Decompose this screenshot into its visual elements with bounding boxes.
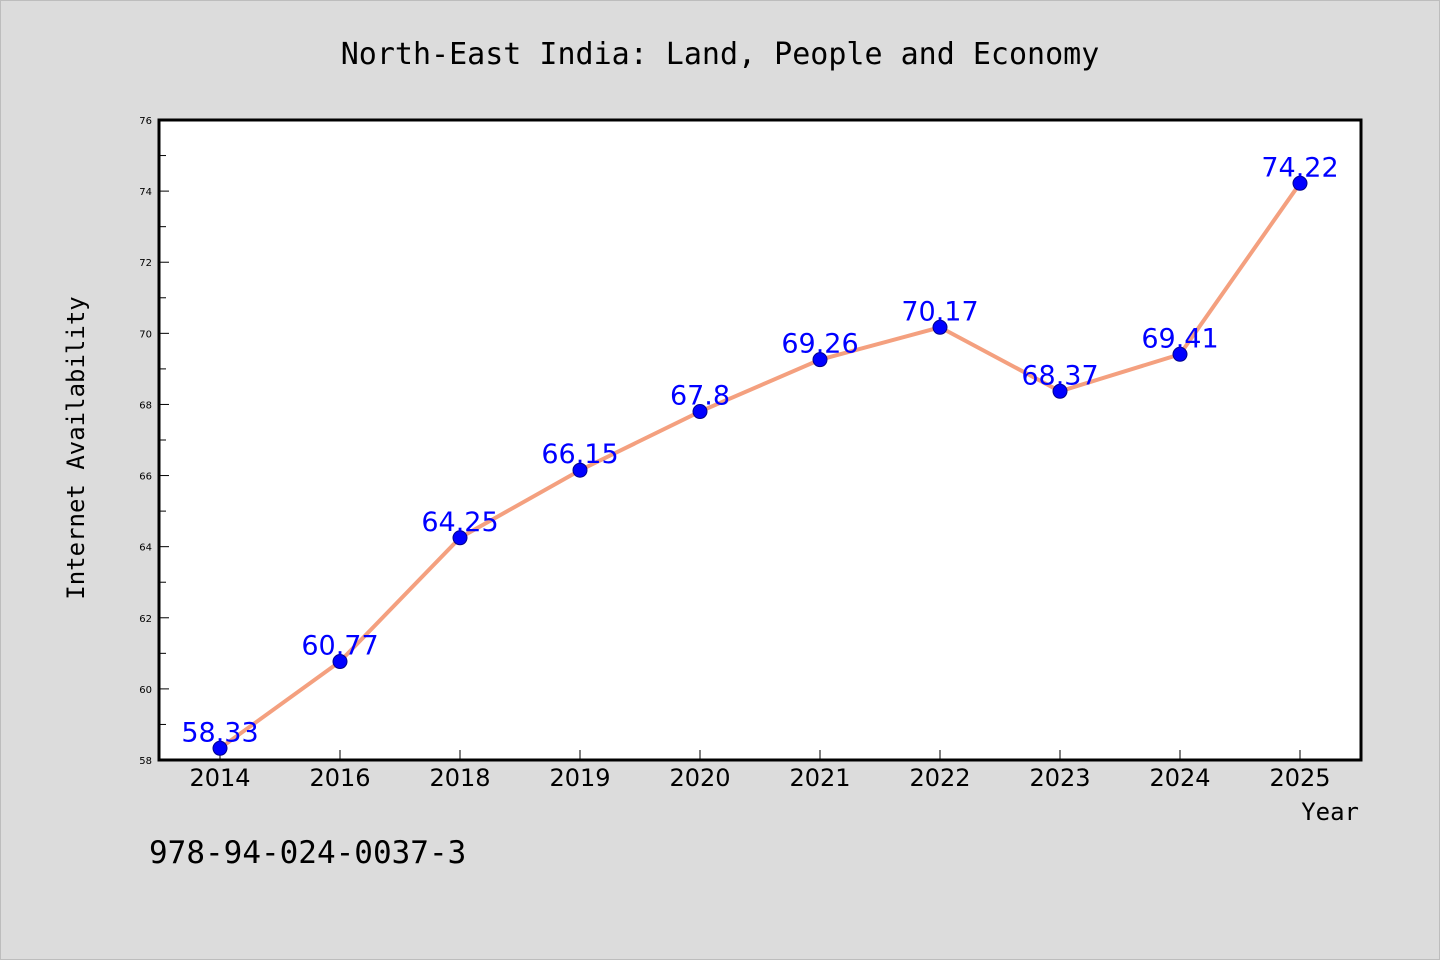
x-tick-label: 2025: [1269, 764, 1330, 792]
data-label: 67.8: [670, 381, 730, 412]
y-tick-label: 60: [139, 685, 152, 696]
x-tick-label: 2016: [309, 764, 370, 792]
data-point: [1172, 346, 1188, 362]
x-tick-label: 2014: [189, 764, 250, 792]
data-label: 66.15: [541, 439, 618, 470]
y-tick-label: 76: [139, 116, 152, 127]
y-tick-label: 64: [139, 543, 152, 554]
x-axis-label: Year: [1301, 798, 1359, 826]
data-point: [572, 462, 588, 478]
x-tick-label: 2024: [1149, 764, 1210, 792]
plot-area: [159, 120, 1361, 760]
x-axis: 2014 2016 2018 2019 2020 2021 2022 2023 2024 2025: [189, 750, 1331, 792]
y-axis-label: Internet Availability: [62, 296, 90, 599]
data-point: [1052, 383, 1068, 399]
chart-title: North-East India: Land, People and Econo…: [341, 37, 1100, 72]
data-label: 60.77: [301, 631, 378, 662]
data-label: 68.37: [1021, 360, 1098, 391]
y-tick-label: 70: [139, 329, 152, 340]
data-point: [452, 530, 468, 546]
data-point: [212, 740, 228, 756]
y-tick-label: 74: [139, 187, 152, 198]
data-point: [812, 352, 828, 368]
data-markers: [212, 175, 1308, 756]
plot-frame: [157, 118, 1363, 762]
data-point: [932, 319, 948, 335]
data-label: 74.22: [1261, 152, 1338, 183]
footer-text: 978-94-024-0037-3: [149, 835, 466, 871]
y-tick-label: 68: [139, 400, 152, 411]
x-tick-label: 2018: [429, 764, 490, 792]
y-tick-label: 58: [139, 756, 152, 767]
y-tick-label: 72: [139, 258, 152, 269]
y-tick-label: 62: [139, 614, 152, 625]
data-label: 64.25: [421, 507, 498, 538]
x-tick-label: 2020: [669, 764, 730, 792]
data-labels: 58.33 60.77 64.25 66.15 67.8 69.26 70.17 68.37 6…: [181, 152, 1338, 748]
data-label: 70.17: [901, 296, 978, 327]
x-tick-label: 2021: [789, 764, 850, 792]
data-point: [1292, 175, 1308, 191]
x-tick-label: 2022: [909, 764, 970, 792]
data-label: 69.41: [1141, 323, 1218, 354]
series-line: [218, 182, 1302, 750]
data-point: [692, 404, 708, 420]
x-tick-label: 2023: [1029, 764, 1090, 792]
data-label: 58.33: [181, 717, 258, 748]
x-tick-label: 2019: [549, 764, 610, 792]
data-label: 69.26: [781, 329, 858, 360]
data-point: [332, 654, 348, 670]
y-tick-label: 66: [139, 472, 152, 483]
